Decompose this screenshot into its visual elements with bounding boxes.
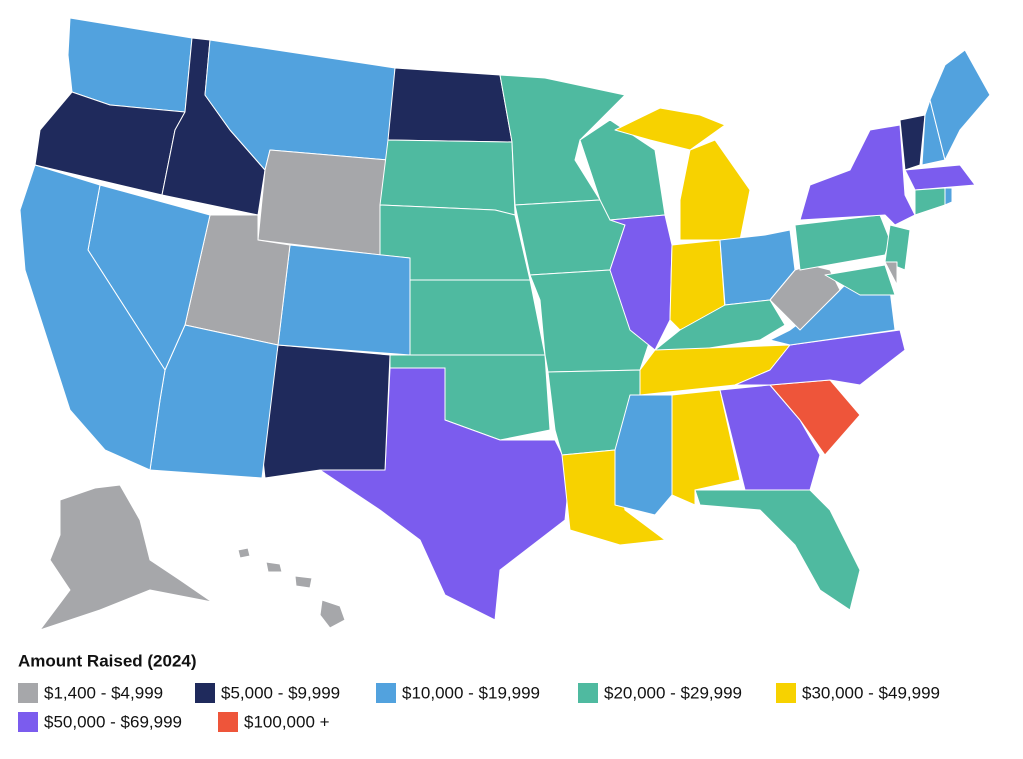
state xyxy=(387,67,513,143)
legend: $1,400 - $4,999 $5,000 - $9,999 $10,000 - … xyxy=(18,683,940,732)
legend-label: $30,000 - $49,999 xyxy=(802,683,940,702)
state xyxy=(799,124,916,226)
legend-swatch xyxy=(18,712,38,732)
state xyxy=(499,74,626,206)
state xyxy=(319,599,346,629)
state xyxy=(409,279,546,356)
state xyxy=(824,264,896,296)
state xyxy=(904,164,976,191)
legend-label: $5,000 - $9,999 xyxy=(221,683,340,702)
state xyxy=(614,107,726,151)
legend-label: $50,000 - $69,999 xyxy=(44,712,182,731)
legend-swatch xyxy=(776,683,796,703)
state xyxy=(769,264,841,331)
state xyxy=(379,139,516,216)
legend-label: $20,000 - $29,999 xyxy=(604,683,742,702)
state xyxy=(19,164,166,471)
state xyxy=(929,49,991,161)
legend-swatch xyxy=(195,683,215,703)
legend-swatch xyxy=(376,683,396,703)
state xyxy=(294,575,313,589)
state xyxy=(734,329,906,386)
state xyxy=(39,484,213,631)
state xyxy=(794,214,891,271)
state xyxy=(694,489,861,611)
state xyxy=(237,547,251,559)
legend-label: $1,400 - $4,999 xyxy=(44,683,163,702)
legend-label: $10,000 - $19,999 xyxy=(402,683,540,702)
state xyxy=(265,561,283,573)
state xyxy=(884,224,911,271)
legend-title: Amount Raised (2024) xyxy=(18,651,197,670)
state xyxy=(261,344,391,479)
legend-swatch xyxy=(578,683,598,703)
legend-swatch xyxy=(218,712,238,732)
state xyxy=(944,187,953,206)
state xyxy=(679,139,751,241)
states xyxy=(19,17,991,631)
state xyxy=(884,261,898,286)
state xyxy=(277,244,411,356)
legend-swatch xyxy=(18,683,38,703)
state xyxy=(914,187,946,216)
state xyxy=(899,114,926,171)
state xyxy=(319,367,571,621)
legend-label: $100,000 + xyxy=(244,712,330,731)
state xyxy=(257,149,389,256)
